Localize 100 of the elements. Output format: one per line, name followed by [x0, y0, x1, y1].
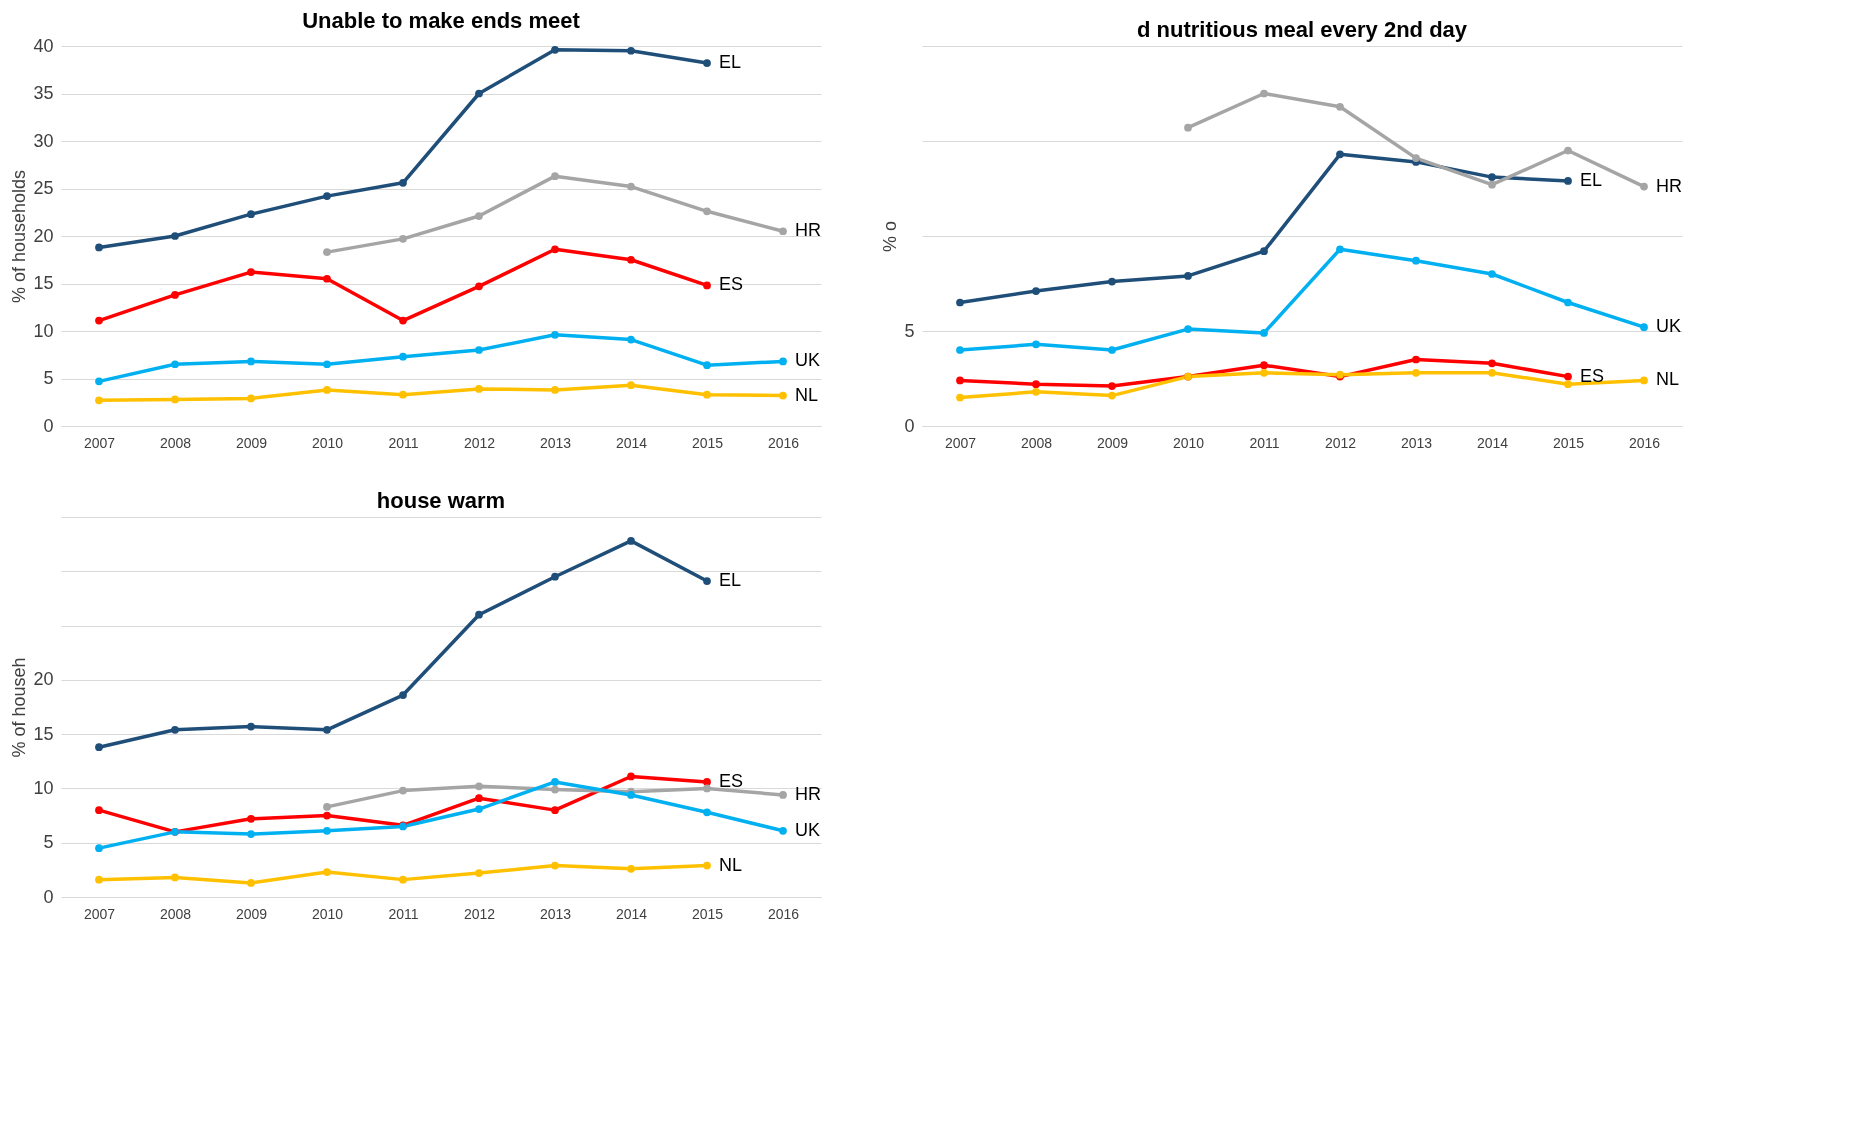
point	[171, 873, 179, 882]
point	[1488, 180, 1496, 189]
point	[627, 381, 635, 390]
x-tick-label: 2009	[235, 905, 268, 922]
point	[703, 281, 711, 290]
point	[1108, 277, 1116, 286]
x-tick-label: 2012	[463, 905, 496, 922]
series-label: UK	[1656, 316, 1682, 337]
point	[399, 875, 407, 884]
point	[1336, 150, 1344, 159]
point	[627, 335, 635, 344]
point	[399, 352, 407, 361]
y-tick-label: 20	[33, 669, 54, 690]
point	[1184, 123, 1192, 132]
y-axis-title: % o	[880, 220, 901, 253]
point	[956, 376, 964, 385]
point	[247, 814, 255, 823]
point	[1412, 368, 1420, 377]
point	[323, 274, 331, 283]
point	[323, 803, 331, 811]
point	[171, 232, 179, 240]
series-label: ES	[719, 770, 744, 791]
point	[1488, 359, 1496, 368]
x-tick-label: 2009	[1096, 434, 1129, 451]
x-tick-label: 2013	[1400, 434, 1433, 451]
point	[323, 725, 331, 734]
point	[627, 255, 635, 264]
point	[95, 875, 103, 884]
point	[1640, 182, 1648, 191]
point	[1412, 154, 1420, 162]
point	[1640, 376, 1648, 385]
point	[551, 806, 559, 815]
point	[1488, 270, 1496, 278]
point	[475, 782, 483, 791]
series-label: HR	[795, 220, 821, 241]
point	[95, 377, 103, 386]
point	[1032, 387, 1040, 396]
series-label: EL	[719, 52, 742, 73]
point	[399, 691, 407, 699]
point	[323, 868, 331, 876]
y-tick-label: 20	[33, 225, 54, 246]
series-label: HR	[1656, 175, 1682, 196]
x-tick-label: 2011	[388, 905, 419, 922]
series-label: NL	[795, 384, 819, 405]
point	[703, 577, 711, 585]
point	[1564, 372, 1572, 381]
point	[171, 395, 179, 404]
point	[1032, 287, 1040, 295]
x-tick-label: 2014	[615, 434, 648, 451]
series-label: ES	[1580, 365, 1605, 386]
x-tick-label: 2013	[539, 434, 572, 451]
x-tick-label: 2007	[944, 434, 977, 451]
point	[1260, 361, 1268, 370]
point	[1564, 380, 1572, 389]
point	[1260, 368, 1268, 377]
point	[399, 234, 407, 243]
point	[551, 45, 559, 54]
point	[323, 360, 331, 369]
y-tick-label: 30	[33, 130, 54, 151]
x-tick-label: 2013	[539, 905, 572, 922]
x-tick-label: 2010	[311, 905, 344, 922]
point	[1108, 391, 1116, 400]
point	[627, 864, 635, 873]
point	[1640, 323, 1648, 332]
point	[95, 844, 103, 853]
y-axis-title: % of households	[9, 169, 30, 304]
chart-title: Unable to make ends meet	[302, 8, 581, 33]
series-label: NL	[1656, 369, 1680, 390]
y-tick-label: 15	[33, 273, 54, 293]
y-tick-label: 35	[33, 83, 54, 103]
point	[551, 861, 559, 870]
point	[171, 291, 179, 299]
series-label: ES	[719, 274, 744, 295]
point	[247, 879, 255, 887]
x-tick-label: 2008	[1020, 434, 1053, 451]
point	[703, 778, 711, 786]
point	[247, 210, 255, 219]
y-tick-label: 40	[33, 35, 54, 56]
point	[551, 245, 559, 254]
point	[399, 178, 407, 187]
series-label: EL	[719, 570, 742, 591]
point	[956, 298, 964, 307]
point	[475, 282, 483, 291]
point	[1108, 382, 1116, 390]
y-tick-label: 0	[904, 415, 915, 436]
x-tick-label: 2012	[1324, 434, 1357, 451]
x-tick-label: 2008	[159, 434, 192, 451]
x-tick-label: 2015	[1552, 434, 1585, 451]
point	[1412, 256, 1420, 265]
point	[247, 357, 255, 366]
point	[703, 861, 711, 870]
point	[1564, 146, 1572, 155]
point	[323, 826, 331, 835]
y-tick-label: 10	[33, 777, 54, 798]
point	[323, 386, 331, 394]
x-tick-label: 2015	[691, 434, 724, 451]
point	[551, 386, 559, 394]
x-tick-label: 2012	[463, 434, 496, 451]
x-tick-label: 2015	[691, 905, 724, 922]
point	[1488, 173, 1496, 181]
